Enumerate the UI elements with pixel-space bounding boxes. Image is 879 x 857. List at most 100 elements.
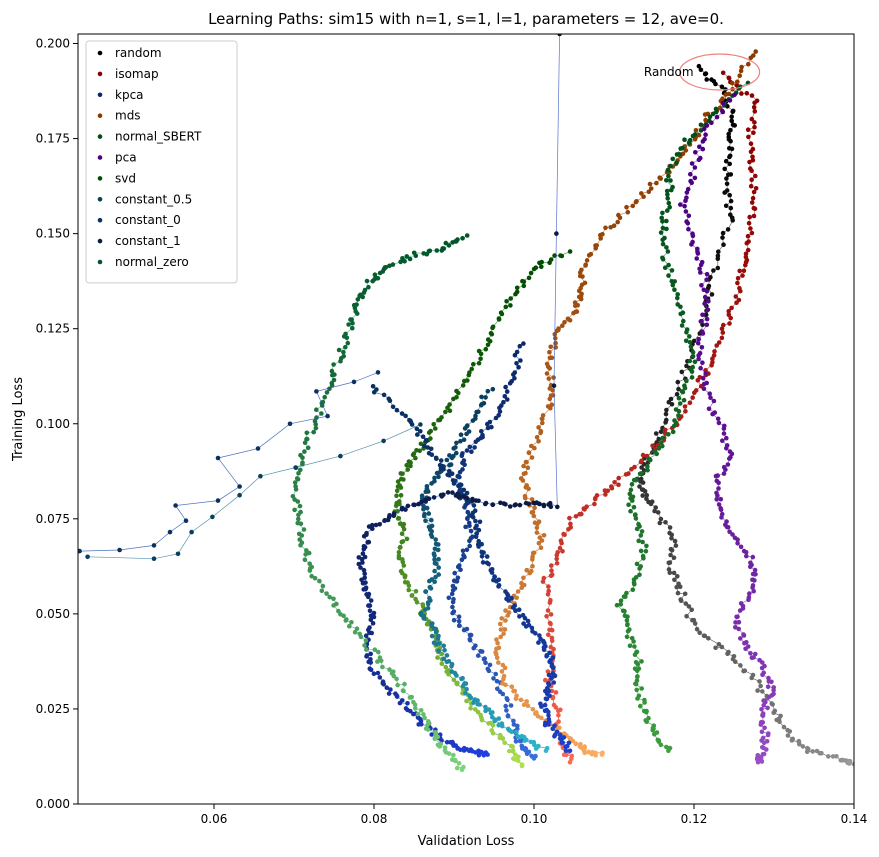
data-point-constant_0: [480, 560, 486, 565]
data-point-pca: [700, 139, 706, 144]
data-point-normal_SBERT: [625, 629, 631, 634]
data-point-normal_zero: [360, 294, 366, 300]
data-point-mds: [494, 637, 499, 642]
data-point-svd: [445, 405, 450, 411]
data-point-constant_1: [361, 546, 367, 552]
data-point-svd: [567, 249, 573, 254]
data-point-constant_0.5: [421, 506, 426, 512]
data-point-constant_0: [494, 578, 499, 584]
data-point-kpca: [479, 649, 485, 654]
data-point-isomap: [721, 322, 726, 328]
data-point-normal_SBERT: [668, 178, 673, 183]
data-point-normal_zero: [324, 591, 329, 596]
legend-label-random: random: [115, 46, 162, 60]
data-point-random: [678, 598, 684, 604]
data-point-svd: [399, 531, 405, 536]
data-point-constant_1: [445, 490, 451, 495]
annotation-label: Random: [644, 65, 694, 79]
data-point-mds: [534, 525, 540, 531]
data-point-pca: [750, 554, 756, 560]
data-point-pca: [678, 202, 683, 207]
data-point-constant_0: [476, 544, 481, 549]
data-point-constant_0.5: [500, 723, 505, 729]
data-point-svd: [479, 717, 485, 723]
data-point-constant_0: [370, 384, 376, 389]
data-point-normal_zero: [402, 259, 407, 264]
data-point-constant_1: [361, 587, 367, 592]
data-point-kpca: [493, 415, 499, 421]
data-point-isomap: [746, 134, 751, 140]
outlier-point-constant_0: [215, 455, 221, 461]
outliers-constant_0.5: [85, 422, 423, 561]
data-point-isomap: [567, 759, 573, 765]
data-point-svd: [431, 422, 437, 427]
data-point-normal_SBERT: [652, 731, 657, 737]
data-point-normal_zero: [453, 758, 458, 764]
data-point-constant_0.5: [514, 729, 519, 735]
data-point-svd: [515, 758, 521, 763]
outlier-point-constant_0: [215, 498, 221, 503]
data-point-normal_SBERT: [665, 167, 671, 173]
data-point-normal_SBERT: [642, 700, 647, 705]
data-point-normal_zero: [415, 711, 421, 717]
data-point-random: [677, 584, 683, 590]
legend-label-mds: mds: [115, 109, 141, 123]
data-point-random: [728, 138, 733, 144]
data-point-pca: [706, 406, 712, 412]
data-point-random: [725, 227, 731, 232]
data-point-constant_1: [451, 743, 456, 748]
data-point-constant_1: [371, 671, 377, 676]
y-tick-label: 0.175: [36, 132, 70, 146]
data-point-kpca: [451, 617, 457, 623]
data-point-normal_SBERT: [667, 204, 672, 210]
data-point-svd: [496, 317, 502, 322]
outlier-point-constant_0.5: [293, 465, 298, 470]
data-point-isomap: [695, 378, 701, 383]
data-point-mds: [729, 80, 735, 86]
data-point-random: [716, 642, 722, 647]
data-point-normal_zero: [378, 658, 384, 664]
data-point-svd: [451, 677, 457, 683]
data-point-constant_0: [563, 744, 568, 749]
data-point-svd: [393, 503, 399, 509]
data-point-mds: [593, 246, 598, 251]
data-point-constant_0: [371, 390, 377, 395]
data-point-isomap: [749, 168, 754, 173]
data-point-constant_1: [517, 502, 523, 508]
data-point-normal_zero: [302, 449, 307, 454]
data-point-isomap: [554, 556, 559, 562]
data-point-normal_zero: [352, 629, 358, 635]
data-point-isomap: [753, 186, 759, 191]
data-point-normal_SBERT: [665, 208, 670, 213]
data-point-isomap: [650, 443, 655, 449]
data-point-constant_1: [363, 633, 369, 638]
data-point-constant_0.5: [522, 738, 528, 743]
data-point-pca: [752, 567, 758, 573]
data-point-isomap: [553, 690, 559, 695]
data-point-mds: [509, 684, 515, 689]
data-point-normal_zero: [350, 325, 355, 331]
data-point-isomap: [750, 195, 756, 201]
data-point-constant_0.5: [444, 653, 450, 658]
data-point-constant_1: [455, 491, 461, 497]
data-point-svd: [460, 383, 466, 388]
data-point-normal_SBERT: [664, 226, 669, 232]
y-tick-label: 0.100: [36, 417, 70, 431]
data-point-random: [715, 256, 721, 262]
data-point-svd: [396, 550, 402, 555]
outlier-point-constant_0.5: [175, 551, 181, 557]
data-point-constant_0.5: [436, 542, 441, 547]
data-point-constant_0.5: [543, 748, 549, 754]
data-point-constant_1: [507, 504, 513, 509]
data-point-normal_SBERT: [680, 389, 686, 395]
data-point-pca: [738, 636, 743, 641]
data-point-normal_zero: [437, 744, 442, 749]
data-point-random: [804, 749, 810, 755]
data-point-isomap: [746, 220, 752, 226]
data-point-normal_zero: [380, 664, 385, 670]
data-point-normal_zero: [295, 520, 301, 526]
data-point-normal_SBERT: [690, 350, 696, 355]
data-point-normal_zero: [302, 557, 308, 563]
data-point-constant_0.5: [486, 707, 492, 712]
data-point-mds: [536, 425, 541, 430]
